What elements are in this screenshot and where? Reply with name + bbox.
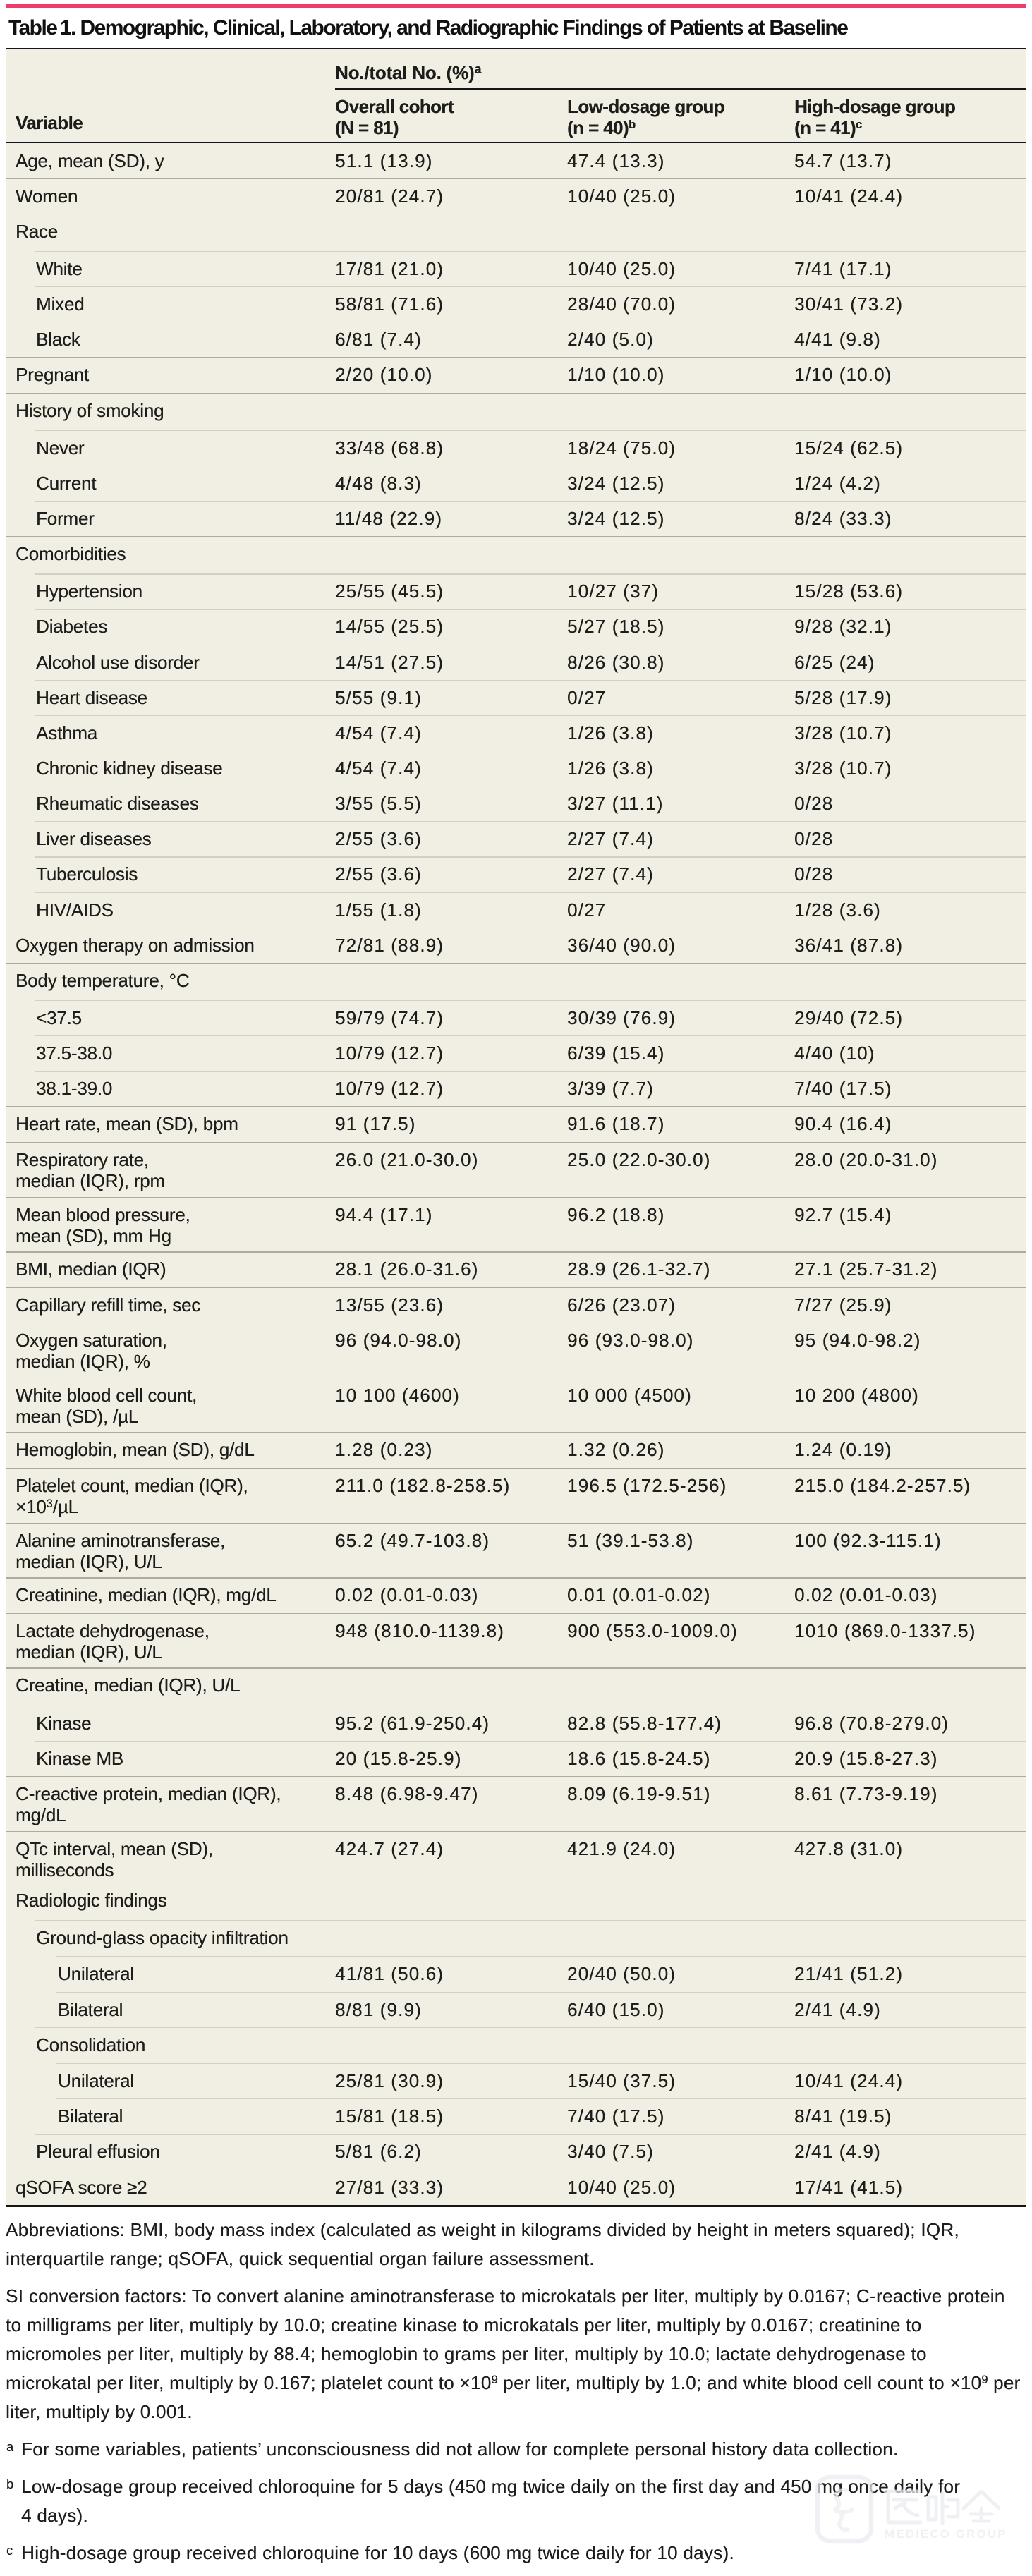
svg-text:MEDIECO GROUP: MEDIECO GROUP: [885, 2527, 1007, 2541]
